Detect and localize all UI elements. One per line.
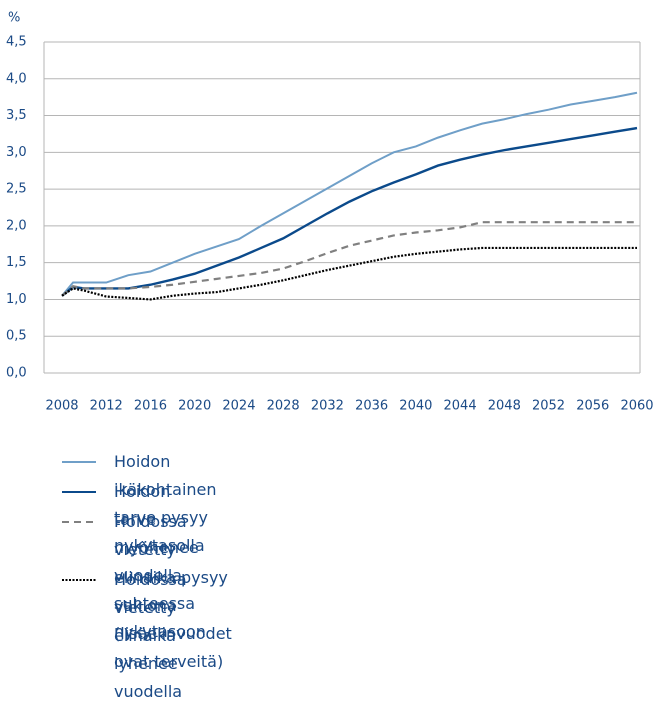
y-tick-label: 4,0 xyxy=(6,71,27,86)
legend-label: Hoidossa vietetty elinaika lyhenee vuode… xyxy=(114,570,187,701)
x-tick-label: 2020 xyxy=(178,399,211,414)
legend-swatch xyxy=(62,521,96,523)
page: {"chart_data": {"type": "line", "y_label… xyxy=(6,10,654,701)
x-tick-label: 2016 xyxy=(134,399,167,414)
y-tick-label: 0,0 xyxy=(6,366,27,381)
y-axis-label: % xyxy=(8,11,20,26)
legend-swatch xyxy=(62,491,96,493)
x-tick-label: 2060 xyxy=(620,399,653,414)
x-tick-label: 2048 xyxy=(488,399,521,414)
series-line xyxy=(61,221,637,297)
chart: % 0,0 0,5 1,0 1,5 2,0 2,5 3,0 3,5 4,0 4,5 2008 2012… xyxy=(6,11,654,414)
x-tick-label: 2024 xyxy=(222,399,255,414)
legend-swatch xyxy=(62,579,96,581)
x-tick-label: 2036 xyxy=(355,399,388,414)
x-tick-label: 2056 xyxy=(576,399,609,414)
y-tick-label: 1,0 xyxy=(6,292,27,307)
series-line xyxy=(61,126,638,297)
x-tick-label: 2028 xyxy=(267,399,300,414)
y-tick-label: 2,5 xyxy=(6,182,27,197)
series-line xyxy=(61,91,638,297)
legend-label: Hoidon ikäkohtainen tarve pysyy nykytaso… xyxy=(114,452,217,555)
x-tick-label: 2012 xyxy=(90,399,123,414)
y-tick-label: 3,5 xyxy=(6,108,27,123)
x-tick-label: 2040 xyxy=(399,399,432,414)
x-tick-label: 2032 xyxy=(311,399,344,414)
y-tick-label: 3,0 xyxy=(6,145,27,160)
y-tick-label: 0,5 xyxy=(6,329,27,344)
y-tick-label: 1,5 xyxy=(6,255,27,270)
x-tick-label: 2044 xyxy=(444,399,477,414)
y-tick-label: 2,0 xyxy=(6,218,27,233)
series-line xyxy=(61,246,637,301)
x-tick-label: 2008 xyxy=(45,399,78,414)
x-tick-label: 2052 xyxy=(532,399,565,414)
y-tick-label: 4,5 xyxy=(6,35,27,50)
legend-swatch xyxy=(62,461,96,463)
